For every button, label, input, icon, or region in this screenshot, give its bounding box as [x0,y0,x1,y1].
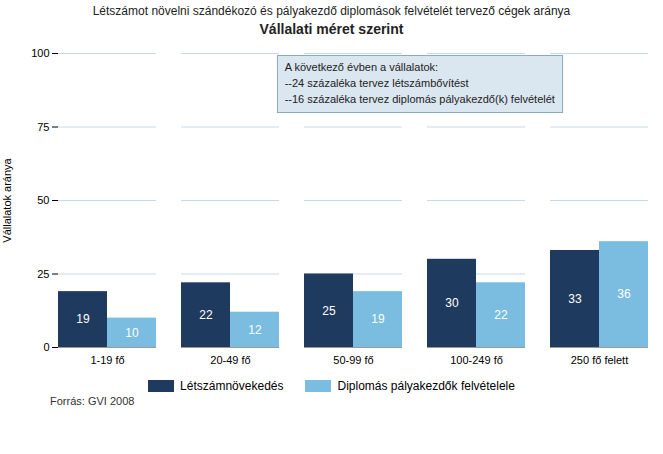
svg-text:22: 22 [199,308,213,322]
svg-text:250 fő felett: 250 fő felett [571,354,629,366]
svg-text:50-99 fő: 50-99 fő [333,354,373,366]
html-text:Forrás: GVI 2008: Forrás: GVI 2008 [50,395,135,407]
svg-text:19: 19 [76,312,90,326]
svg-text:10: 10 [125,326,139,340]
svg-text:75: 75 [37,121,49,133]
svg-text:1-19 fő: 1-19 fő [90,354,124,366]
svg-text:25: 25 [322,304,336,318]
svg-text:33: 33 [568,292,582,306]
html-text:Létszámot növelni szándékozó é: Létszámot növelni szándékozó és pályakez… [92,4,571,18]
svg-text:50: 50 [37,194,49,206]
svg-text:36: 36 [617,287,631,301]
html-text:Vállalati méret szerint: Vállalati méret szerint [259,21,404,37]
html-text:Létszámnövekedés: Létszámnövekedés [180,379,284,393]
svg-text:Vállalatok aránya: Vállalatok aránya [1,157,13,242]
svg-text:100: 100 [31,47,49,59]
html-text:A következő évben a vállalatok: A következő évben a vállalatok: --24 szá… [284,61,555,105]
svg-text:0: 0 [43,341,49,353]
svg-text:25: 25 [37,268,49,280]
svg-text:20-49 fő: 20-49 fő [210,354,250,366]
svg-text:19: 19 [371,312,385,326]
html-text:Diplomás pályakezdők felvétele: Diplomás pályakezdők felvételele [337,379,515,393]
svg-text:30: 30 [445,296,459,310]
svg-text:12: 12 [248,323,262,337]
svg-text:100-249 fő: 100-249 fő [450,354,503,366]
svg-text:22: 22 [494,308,508,322]
